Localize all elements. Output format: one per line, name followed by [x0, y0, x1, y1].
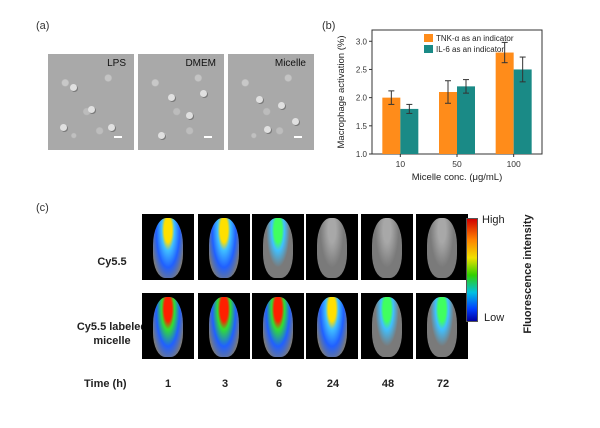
cy55-micelle-image-6h: [252, 293, 304, 359]
cy55-micelle-image-48h: [361, 293, 413, 359]
micrograph-dmem: DMEM: [138, 54, 224, 150]
mouse-body: [427, 297, 457, 357]
time-6h: 6: [275, 378, 283, 390]
y-tick-label: 2.0: [356, 94, 368, 103]
legend-swatch: [424, 34, 433, 42]
legend-swatch: [424, 45, 433, 53]
cy55-image-72h: [416, 214, 468, 280]
scale-bar: [204, 136, 212, 138]
micrograph-micelle-label: Micelle: [274, 58, 306, 69]
mouse-body: [263, 218, 293, 278]
macrophage-activation-chart: 1.0 1.5 2.0 2.5 3.0 Macrophage activation (%)…: [336, 29, 543, 183]
micrograph-micelle: Micelle: [228, 54, 314, 150]
panel-b-label: (b): [322, 20, 336, 32]
mouse-body: [317, 218, 347, 278]
time-72h: 72: [436, 378, 450, 390]
bar-tnk-50: [439, 92, 457, 154]
cy55-micelle-image-72h: [416, 293, 468, 359]
time-3h: 3: [221, 378, 229, 390]
micrograph-lps-label: LPS: [107, 58, 126, 69]
colorbar-low-label: Low: [484, 312, 505, 324]
time-axis-label: Time (h): [84, 378, 127, 390]
mouse-body: [427, 218, 457, 278]
x-axis-label: Micelle conc. (μg/mL): [412, 172, 502, 183]
y-tick-label: 3.0: [356, 37, 368, 46]
panel-a-label: (a): [36, 20, 50, 32]
mouse-body: [317, 297, 347, 357]
cy55-image-6h: [252, 214, 304, 280]
y-tick-label: 1.0: [356, 150, 368, 159]
colorbar-title: Fluorescence intensity: [522, 214, 534, 334]
x-tick-label: 10: [396, 159, 406, 169]
mouse-body: [153, 297, 183, 357]
cy55-image-3h: [198, 214, 250, 280]
mouse-body: [209, 297, 239, 357]
cy55-micelle-image-24h: [306, 293, 358, 359]
colorbar-high-label: High: [482, 214, 505, 226]
mouse-body: [153, 218, 183, 278]
cy55-image-1h: [142, 214, 194, 280]
mouse-body: [263, 297, 293, 357]
panel-c-label: (c): [36, 202, 49, 214]
cy55-image-48h: [361, 214, 413, 280]
y-axis-label: Macrophage activation (%): [336, 36, 347, 149]
mouse-body: [372, 297, 402, 357]
legend-entry: IL-6 as an indicator: [436, 45, 504, 54]
y-tick-label: 2.5: [356, 65, 368, 74]
row-label-cy55-micelle: Cy5.5 labeled micelle: [76, 321, 148, 347]
row-label-cy55: Cy5.5: [97, 256, 127, 268]
mouse-body: [372, 218, 402, 278]
cy55-micelle-image-3h: [198, 293, 250, 359]
cy55-image-24h: [306, 214, 358, 280]
x-tick-label: 100: [507, 159, 521, 169]
y-tick-label: 1.5: [356, 122, 368, 131]
time-24h: 24: [326, 378, 340, 390]
bar-il6-50: [457, 86, 475, 154]
bar-tnk-10: [382, 97, 401, 154]
micrograph-dmem-label: DMEM: [185, 58, 216, 69]
x-tick-label: 50: [452, 159, 462, 169]
scale-bar: [294, 136, 302, 138]
bar-il6-10: [400, 108, 419, 154]
cy55-micelle-image-1h: [142, 293, 194, 359]
bar-tnk-100: [495, 52, 514, 154]
time-1h: 1: [164, 378, 172, 390]
scale-bar: [114, 136, 122, 138]
time-48h: 48: [381, 378, 395, 390]
bar-il6-100: [513, 69, 532, 154]
legend-entry: TNK-α as an indicator: [436, 34, 514, 43]
mouse-body: [209, 218, 239, 278]
fluorescence-colorbar: [466, 218, 478, 322]
micrograph-lps: LPS: [48, 54, 134, 150]
